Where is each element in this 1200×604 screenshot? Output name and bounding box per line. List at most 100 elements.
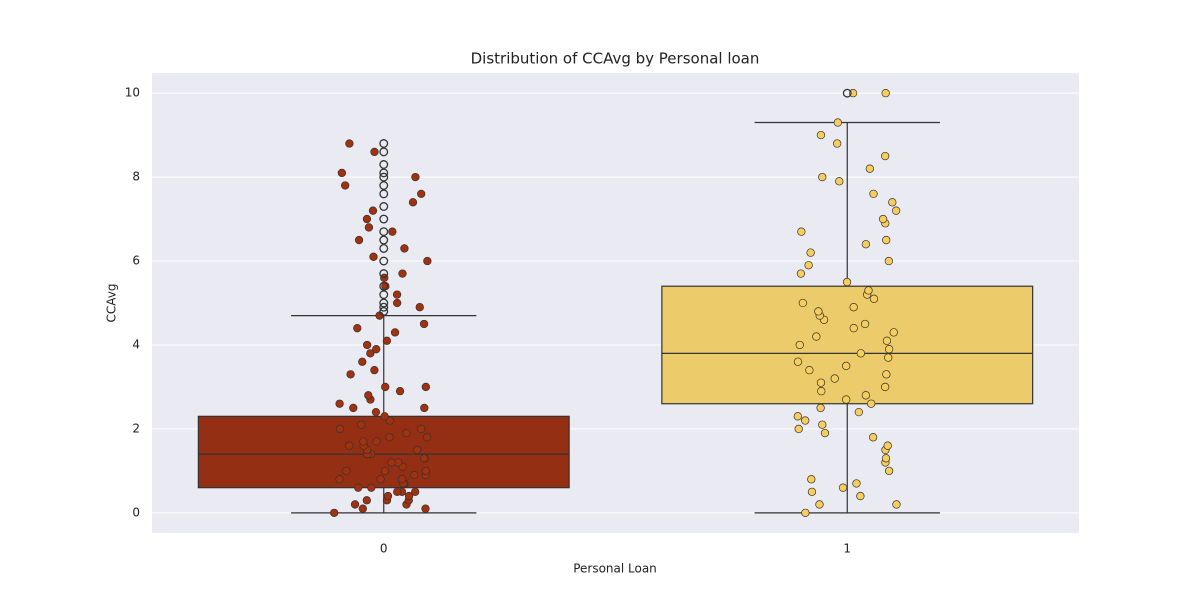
strip-point — [366, 349, 375, 358]
strip-point — [364, 391, 373, 400]
strip-point — [381, 382, 390, 392]
strip-point — [849, 324, 858, 333]
strip-point — [861, 240, 871, 249]
strip-point — [372, 345, 381, 354]
strip-point — [797, 227, 806, 236]
strip-point — [883, 441, 892, 450]
strip-point — [354, 235, 364, 245]
box — [197, 415, 570, 489]
strip-point — [422, 433, 432, 442]
strip-point — [346, 370, 355, 379]
strip-point — [889, 328, 898, 337]
strip-point — [814, 307, 823, 316]
strip-point — [345, 441, 354, 450]
flier — [379, 256, 389, 266]
strip-point — [864, 286, 873, 295]
strip-point — [413, 445, 422, 455]
strip-point — [838, 483, 848, 492]
strip-point — [354, 483, 363, 492]
strip-point — [817, 386, 826, 396]
box — [661, 285, 1034, 405]
y-tick-label: 0 — [132, 505, 140, 519]
flier — [379, 298, 389, 308]
strip-point — [335, 399, 344, 408]
strip-point — [358, 504, 367, 513]
strip-point — [350, 500, 360, 509]
strip-point — [881, 88, 890, 98]
strip-point — [392, 290, 402, 299]
flier — [842, 88, 852, 98]
strip-point — [402, 428, 411, 438]
strip-point — [419, 319, 429, 329]
strip-point — [417, 189, 426, 199]
strip-point — [795, 340, 804, 350]
strip-point — [882, 370, 891, 379]
strip-point — [415, 303, 424, 312]
flier — [379, 172, 389, 182]
strip-point — [816, 130, 826, 140]
strip-point — [367, 483, 376, 492]
chart-title: Distribution of CCAvg by Personal loan — [471, 50, 760, 68]
strip-point — [421, 504, 430, 513]
strip-point — [385, 433, 394, 442]
strip-point — [410, 470, 419, 480]
flier — [379, 202, 389, 211]
strip-point — [341, 181, 350, 190]
strip-point — [421, 466, 430, 476]
strip-point — [393, 487, 402, 497]
strip-point — [884, 345, 894, 354]
strip-point — [815, 500, 824, 509]
strip-point — [884, 256, 893, 266]
strip-point — [842, 361, 851, 371]
strip-point — [884, 466, 894, 476]
strip-point — [793, 357, 803, 366]
strip-point — [884, 353, 893, 362]
strip-point — [869, 189, 878, 199]
flier — [379, 139, 389, 148]
strip-point — [804, 261, 813, 270]
strip-point — [860, 319, 870, 329]
strip-point — [397, 475, 407, 484]
strip-point — [842, 277, 852, 287]
strip-point — [380, 412, 389, 421]
y-tick-label: 2 — [132, 421, 140, 435]
strip-point — [854, 407, 863, 417]
strip-point — [796, 269, 806, 278]
strip-point — [404, 491, 414, 501]
strip-point — [372, 437, 381, 446]
strip-point — [383, 491, 393, 501]
strip-point — [421, 382, 430, 392]
y-tick-label: 4 — [132, 337, 140, 351]
flier — [379, 290, 389, 300]
strip-point — [794, 424, 803, 434]
strip-point — [362, 496, 371, 505]
strip-point — [359, 437, 368, 446]
strip-point — [818, 172, 827, 182]
strip-point — [335, 475, 344, 484]
strip-point — [820, 428, 830, 438]
strip-point — [856, 491, 865, 501]
strip-point — [388, 227, 397, 236]
strip-point — [812, 332, 821, 341]
strip-point — [892, 500, 901, 509]
strip-point — [801, 416, 810, 425]
strip-point — [370, 366, 379, 375]
flier — [379, 227, 389, 237]
flier — [379, 269, 389, 279]
strip-point — [867, 399, 876, 408]
strip-point — [798, 298, 807, 308]
strip-point — [881, 454, 891, 463]
strip-point — [833, 139, 842, 148]
strip-point — [805, 366, 814, 375]
strip-point — [861, 391, 871, 400]
strip-point — [881, 151, 890, 161]
strip-point — [806, 248, 815, 257]
flier — [379, 147, 389, 157]
strip-point — [375, 311, 384, 320]
strip-point — [411, 172, 420, 182]
flier — [379, 181, 389, 190]
strip-point — [362, 214, 372, 224]
strip-point — [865, 164, 874, 173]
strip-point — [369, 252, 378, 261]
